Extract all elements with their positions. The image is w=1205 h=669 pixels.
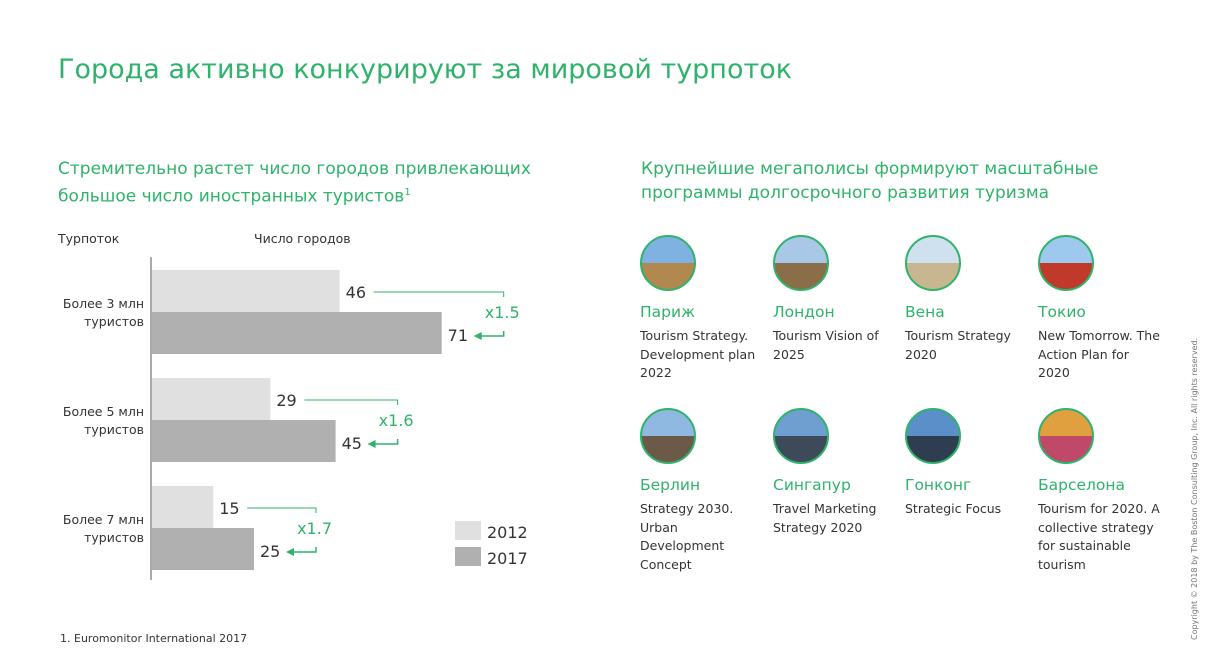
value-header: Число городов [254, 231, 351, 246]
bar-2017 [152, 420, 336, 462]
city-name: Гонконг [905, 476, 972, 494]
city-photo-icon [1038, 408, 1094, 464]
growth-bracket-top [304, 399, 399, 405]
arrow-icon [286, 548, 294, 556]
value-label-2017: 45 [342, 434, 362, 453]
city-photo-icon [773, 235, 829, 291]
value-label-2017: 25 [260, 542, 280, 561]
bar-2012 [152, 270, 340, 312]
category-label: Более 7 млн [63, 512, 144, 527]
value-label-2012: 15 [219, 499, 239, 518]
growth-bracket-top [247, 507, 317, 513]
value-label-2017: 71 [448, 326, 468, 345]
value-label-2012: 29 [276, 391, 296, 410]
value-label-2012: 46 [346, 283, 366, 302]
left-subtitle-line2: большое число иностранных туристов [58, 186, 405, 207]
city-card: Лондон Tourism Vision of 2025 [773, 235, 898, 364]
arrow-icon [367, 440, 376, 448]
page-title: Города активно конкурируют за мировой ту… [58, 54, 793, 85]
footnote: 1. Euromonitor International 2017 [60, 632, 248, 645]
city-strategy: Tourism Strategy. Development plan 2022 [640, 328, 756, 380]
category-label: Более 3 млн [63, 296, 144, 311]
city-card: Гонконг Strategic Focus [905, 408, 1030, 519]
city-name: Берлин [640, 476, 701, 494]
growth-label: x1.5 [485, 303, 520, 322]
left-subtitle: Стремительно растет число городов привле… [58, 157, 531, 209]
legend-swatch-2012 [455, 521, 481, 540]
growth-label: x1.7 [297, 519, 332, 538]
city-photo-icon [773, 408, 829, 464]
city-name: Лондон [773, 303, 835, 321]
city-name: Токио [1038, 303, 1086, 321]
city-strategy: Strategic Focus [905, 501, 1002, 516]
city-strategy: Strategy 2030. Urban Development Concept [640, 501, 734, 572]
bar-2017 [152, 312, 442, 354]
city-strategy: Tourism Strategy 2020 [905, 328, 1011, 362]
city-card: Сингапур Travel Marketing Strategy 2020 [773, 408, 898, 537]
bar-2012 [152, 378, 271, 420]
right-subtitle: Крупнейшие мегаполисы формируют масштабн… [641, 157, 1098, 205]
city-strategy: Tourism Vision of 2025 [773, 328, 879, 362]
growth-bracket-top [373, 291, 505, 297]
right-subtitle-line1: Крупнейшие мегаполисы формируют масштабн… [641, 159, 1099, 179]
right-subtitle-line2: программы долгосрочного развития туризма [641, 183, 1050, 203]
bar-chart: Более 3 млн туристов 46 71 x1.5 Более 5 млн ту… [63, 257, 528, 580]
legend-label-2012: 2012 [487, 523, 528, 542]
left-subtitle-line1: Стремительно растет число городов привле… [58, 159, 531, 179]
arrow-icon [473, 332, 482, 340]
city-card: Париж Tourism Strategy. Development plan … [640, 235, 765, 383]
city-name: Барселона [1038, 476, 1126, 494]
category-label: туристов [84, 530, 144, 545]
growth-bracket-bottom [374, 439, 399, 445]
city-strategy: New Tomorrow. The Action Plan for 2020 [1038, 328, 1160, 380]
city-photo-icon [905, 235, 961, 291]
bar-2017 [152, 528, 254, 570]
category-label: туристов [84, 422, 144, 437]
city-photo-icon [640, 408, 696, 464]
city-card: Токио New Tomorrow. The Action Plan for 2… [1038, 235, 1163, 383]
copyright: Copyright © 2018 by The Boston Consultin… [1190, 337, 1199, 640]
city-photo-icon [905, 408, 961, 464]
growth-bracket-bottom [480, 331, 505, 337]
category-label: туристов [84, 314, 144, 329]
growth-label: x1.6 [379, 411, 414, 430]
legend-swatch-2017 [455, 547, 481, 566]
legend-label-2017: 2017 [487, 549, 528, 568]
city-card: Берлин Strategy 2030. Urban Development C… [640, 408, 765, 574]
city-card: Барселона Tourism for 2020. A collective … [1038, 408, 1163, 574]
city-photo-icon [640, 235, 696, 291]
city-card: Вена Tourism Strategy 2020 [905, 235, 1030, 364]
city-photo-icon [1038, 235, 1094, 291]
city-name: Вена [905, 303, 945, 321]
city-name: Париж [640, 303, 696, 321]
city-name: Сингапур [773, 476, 851, 494]
row-header: Турпоток [58, 231, 120, 246]
bar-2012 [152, 486, 214, 528]
growth-bracket-bottom [293, 547, 317, 553]
city-strategy: Travel Marketing Strategy 2020 [773, 501, 877, 535]
footnote-mark: 1 [404, 187, 411, 198]
city-strategy: Tourism for 2020. A collective strategy … [1038, 501, 1160, 572]
category-label: Более 5 млн [63, 404, 144, 419]
